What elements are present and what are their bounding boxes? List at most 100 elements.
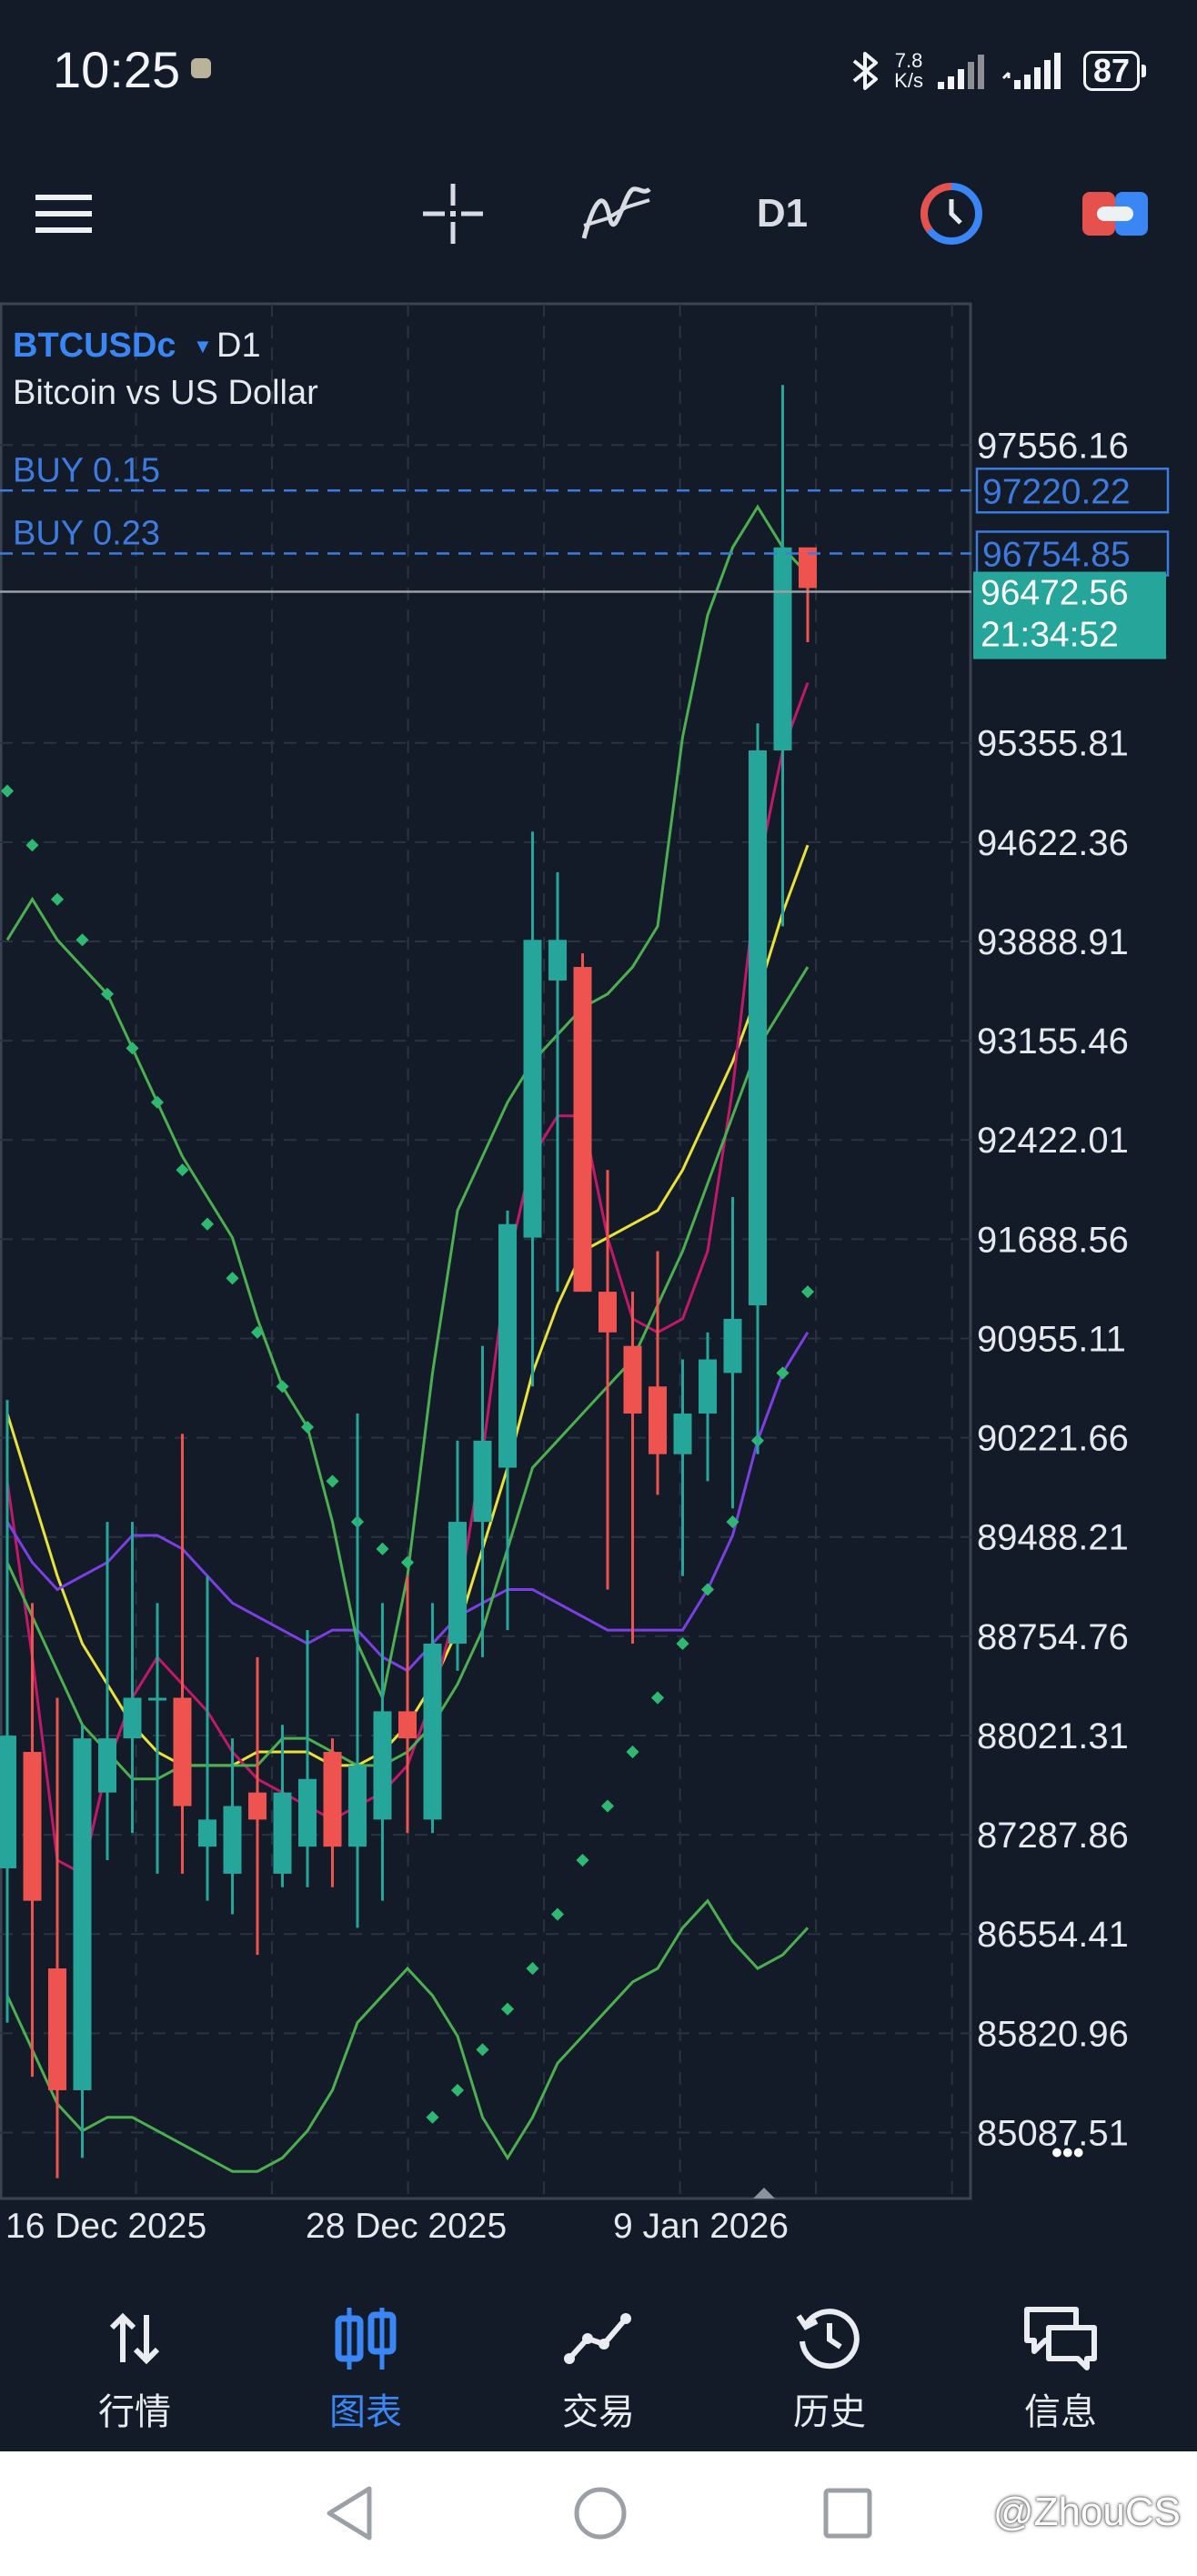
menu-button[interactable] xyxy=(27,173,100,255)
psar-dot xyxy=(326,1474,339,1488)
price-axis: 97556.16 95355.81 94622.36 93888.91 93155.46… xyxy=(977,426,1129,2170)
psar-dot xyxy=(576,1853,589,1867)
candle-bull xyxy=(548,940,567,981)
tab-chart[interactable]: 图表 xyxy=(275,2269,457,2451)
candle-bear xyxy=(573,967,592,1293)
signal-icon xyxy=(937,55,984,89)
scroll-marker xyxy=(753,2188,775,2199)
candle-bull xyxy=(73,1738,92,2090)
symbol-dropdown-icon[interactable]: ▼ xyxy=(193,335,213,357)
home-icon[interactable] xyxy=(571,2483,629,2543)
bar-countdown: 21:34:52 xyxy=(981,616,1119,655)
tab-quotes[interactable]: 行情 xyxy=(44,2269,226,2451)
psar-dot xyxy=(150,1095,165,1109)
symbol-label[interactable]: BTCUSDc xyxy=(13,327,176,365)
psar-dot xyxy=(25,839,39,852)
price-tick: 90955.11 xyxy=(977,1319,1126,1359)
battery-level: 87 xyxy=(1082,51,1140,91)
date-tick: 9 Jan 2026 xyxy=(613,2207,789,2246)
net-speed: 7.8 K/s xyxy=(894,51,923,91)
psar-dot xyxy=(50,892,65,906)
symbol-description: Bitcoin vs US Dollar xyxy=(13,374,318,412)
more-icon: ••• xyxy=(1051,2136,1084,2170)
candle-bear xyxy=(23,1752,42,1901)
psar-dot xyxy=(0,784,15,798)
candle-bull xyxy=(699,1359,717,1414)
psar-dot xyxy=(776,1366,790,1380)
bottom-tab-bar: 行情 图表 交易 历史 信息 xyxy=(0,2269,1197,2451)
candle-bull xyxy=(423,1643,442,1820)
candle-bull xyxy=(273,1792,292,1874)
tab-messages[interactable]: 信息 xyxy=(970,2269,1152,2451)
candle-bull xyxy=(673,1414,692,1454)
psar-dot xyxy=(250,1325,265,1339)
timeframe-button[interactable]: D1 xyxy=(737,173,828,255)
back-icon[interactable] xyxy=(322,2483,377,2543)
candle-bull xyxy=(198,1819,216,1847)
candle-bear xyxy=(649,1386,667,1454)
trade-toggle-icon xyxy=(1082,192,1148,236)
psar-dot xyxy=(226,1272,239,1285)
price-chart[interactable]: BUY 0.15 97220.22 BUY 0.23 96754.8596472.56… xyxy=(0,302,1197,2249)
psar-dot xyxy=(200,1217,215,1231)
psar-dot xyxy=(276,1380,289,1394)
position-price: 97220.22 xyxy=(982,472,1131,511)
plot-border xyxy=(0,302,972,2200)
date-tick: 28 Dec 2025 xyxy=(306,2207,507,2246)
candle-bull xyxy=(0,1736,16,1868)
candle-bull xyxy=(373,1711,392,1820)
clock-button[interactable] xyxy=(906,173,997,255)
trade-toggle-button[interactable] xyxy=(1070,173,1161,255)
tab-history[interactable]: 历史 xyxy=(739,2269,920,2451)
current-price: 96472.56 xyxy=(981,574,1129,613)
psar-dot xyxy=(400,1555,415,1569)
date-axis: 16 Dec 2025 28 Dec 2025 9 Jan 2026 xyxy=(5,2188,789,2246)
tab-label: 交易 xyxy=(562,2392,635,2432)
psar-dot xyxy=(75,933,89,947)
candle-bull xyxy=(523,940,542,1238)
candle-bear xyxy=(323,1752,342,1847)
recents-icon[interactable] xyxy=(820,2483,875,2543)
bluetooth-icon xyxy=(852,52,879,90)
price-tick: 89488.21 xyxy=(977,1518,1129,1558)
tab-label: 行情 xyxy=(98,2392,171,2432)
battery-icon: 87 xyxy=(1082,51,1146,91)
price-tick: 94622.36 xyxy=(977,823,1129,863)
candle-bull xyxy=(348,1765,367,1847)
tab-trade[interactable]: 交易 xyxy=(508,2269,689,2451)
candle-bull xyxy=(773,547,792,750)
candle-bull xyxy=(123,1697,142,1739)
tab-label: 信息 xyxy=(1024,2392,1097,2432)
system-nav-bar: @ZhouCS xyxy=(0,2451,1197,2576)
candle-bear xyxy=(598,1292,617,1333)
menu-icon xyxy=(35,195,92,233)
price-tick: 91688.56 xyxy=(977,1220,1129,1260)
price-tick: 86554.41 xyxy=(977,1915,1129,1955)
psar-dot xyxy=(450,2083,465,2098)
candle-bull xyxy=(448,1522,467,1644)
price-tick: 88021.31 xyxy=(977,1716,1129,1756)
psar-dot xyxy=(550,1907,565,1921)
psar-dot xyxy=(126,1041,139,1055)
trade-line-icon xyxy=(564,2313,631,2364)
indicators-icon xyxy=(581,186,651,239)
position-label: BUY 0.15 xyxy=(13,451,160,489)
candle-bull xyxy=(148,1697,166,1701)
indicators-button[interactable] xyxy=(571,173,662,255)
chart-grid xyxy=(0,302,972,2200)
tab-label: 历史 xyxy=(793,2392,866,2432)
psar-dot xyxy=(300,1420,315,1434)
notification-icon xyxy=(191,58,211,78)
clock-icon xyxy=(920,183,982,245)
position-label: BUY 0.23 xyxy=(13,515,160,553)
candle-bull xyxy=(98,1738,116,1793)
candlesticks xyxy=(0,385,817,2179)
signal-icon xyxy=(1001,53,1061,89)
price-tick: 85087.51 xyxy=(977,2113,1129,2153)
candle-bear xyxy=(799,547,817,589)
crosshair-button[interactable] xyxy=(407,173,498,255)
candle-bull xyxy=(723,1318,742,1374)
status-bar: 10:25 7.8 K/s 87 xyxy=(0,0,1197,146)
status-time: 10:25 xyxy=(53,41,181,98)
psar-dot xyxy=(726,1515,739,1529)
